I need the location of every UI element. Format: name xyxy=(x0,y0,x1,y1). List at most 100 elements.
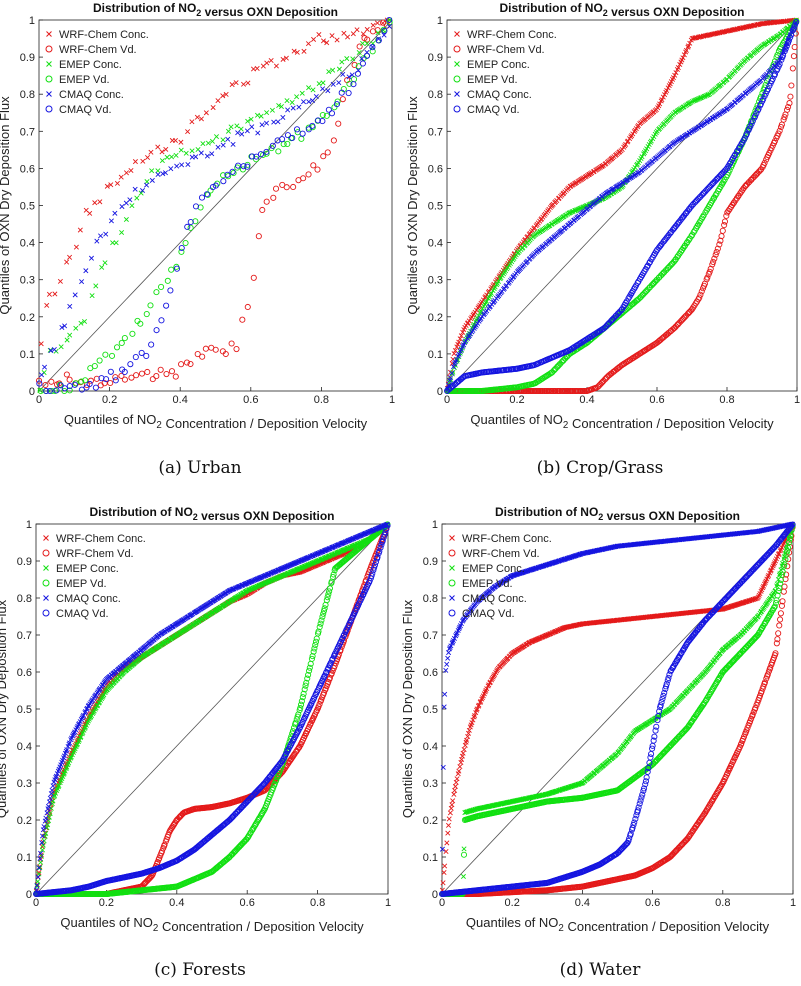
data-point xyxy=(64,259,70,265)
legend-label: EMEP Vd. xyxy=(59,74,110,86)
data-point xyxy=(558,358,566,365)
data-point xyxy=(209,184,216,191)
series-cmaq-conc- xyxy=(39,23,392,378)
legend-marker xyxy=(45,105,53,113)
data-point xyxy=(235,130,241,136)
data-point xyxy=(255,130,261,136)
data-point xyxy=(213,134,220,140)
data-point xyxy=(459,374,466,381)
data-point xyxy=(721,218,729,225)
data-point xyxy=(458,346,464,352)
data-point xyxy=(619,146,625,153)
data-point xyxy=(92,200,98,206)
data-point xyxy=(58,344,64,350)
data-point xyxy=(138,190,144,196)
data-point xyxy=(66,387,73,394)
legend: WRF-Chem Conc.WRF-Chem Vd.EMEP Conc.EMEP… xyxy=(45,29,149,116)
data-point xyxy=(269,142,276,149)
data-point xyxy=(449,370,455,376)
y-tick-label: 0.2 xyxy=(20,312,35,324)
data-point xyxy=(127,361,134,368)
y-tick-label: 0.2 xyxy=(428,312,443,324)
data-point xyxy=(662,92,668,98)
data-point xyxy=(174,163,180,169)
data-point xyxy=(458,333,464,339)
y-tick-label: 0.1 xyxy=(423,852,438,864)
legend-marker xyxy=(454,91,460,97)
data-point xyxy=(264,60,270,66)
data-point xyxy=(143,352,150,359)
data-point xyxy=(244,128,250,134)
data-point xyxy=(299,90,305,96)
data-point xyxy=(350,31,356,37)
data-point xyxy=(310,98,316,104)
data-point xyxy=(168,266,175,273)
data-point xyxy=(200,141,206,147)
y-tick-label: 0.4 xyxy=(17,741,32,753)
y-tick-label: 0.7 xyxy=(20,126,35,138)
data-point xyxy=(686,43,692,49)
y-tick-label: 0 xyxy=(432,889,438,901)
data-point xyxy=(704,274,711,281)
data-point xyxy=(222,350,229,358)
legend: WRF-Chem Conc.WRF-Chem Vd.EMEP Conc.EMEP… xyxy=(42,533,146,620)
data-point xyxy=(280,114,286,120)
x-tick-label: 1 xyxy=(385,897,391,909)
y-tick-label: 0.7 xyxy=(423,630,438,642)
data-point xyxy=(77,227,83,233)
data-point xyxy=(159,158,165,164)
data-point xyxy=(140,158,146,164)
data-point xyxy=(78,378,85,385)
data-point xyxy=(112,377,119,384)
data-point xyxy=(162,170,168,176)
data-point xyxy=(659,271,666,278)
data-point xyxy=(108,182,114,188)
data-point xyxy=(167,287,174,294)
legend-label: CMAQ Conc. xyxy=(59,89,124,101)
data-point xyxy=(57,382,64,389)
data-point xyxy=(294,94,300,100)
data-point xyxy=(560,357,567,364)
data-point xyxy=(172,137,178,143)
data-point xyxy=(220,142,226,148)
data-point xyxy=(320,80,326,86)
data-point xyxy=(153,327,160,334)
data-point xyxy=(700,212,707,219)
data-point xyxy=(204,153,210,159)
x-tick-label: 0.6 xyxy=(240,897,255,909)
legend-marker xyxy=(43,565,49,571)
x-tick-label: 0.6 xyxy=(649,394,664,406)
data-point xyxy=(318,617,325,624)
y-tick-label: 0.3 xyxy=(428,275,443,287)
data-point xyxy=(42,381,49,389)
data-point xyxy=(444,840,450,846)
data-point xyxy=(335,120,342,127)
data-point xyxy=(239,316,246,323)
data-point xyxy=(453,357,460,363)
data-point xyxy=(283,184,290,191)
data-point xyxy=(144,368,151,376)
data-point xyxy=(257,151,264,158)
series-emep-conc- xyxy=(37,17,393,393)
x-tick-label: 0.4 xyxy=(579,394,594,406)
data-point xyxy=(711,255,718,262)
data-point xyxy=(685,44,691,50)
data-point xyxy=(456,351,462,357)
data-point xyxy=(259,122,265,128)
data-point xyxy=(194,114,200,120)
data-point xyxy=(103,376,110,383)
data-point xyxy=(93,283,99,289)
data-point xyxy=(228,124,234,130)
data-point xyxy=(452,783,458,789)
y-tick-label: 1 xyxy=(29,15,35,27)
reference-line xyxy=(446,19,798,392)
data-point xyxy=(550,367,557,374)
data-point xyxy=(47,809,53,815)
data-point xyxy=(314,166,321,173)
data-point xyxy=(454,776,460,782)
data-point xyxy=(118,372,125,379)
data-point xyxy=(230,169,237,177)
data-point xyxy=(159,149,165,155)
data-point xyxy=(710,258,717,265)
